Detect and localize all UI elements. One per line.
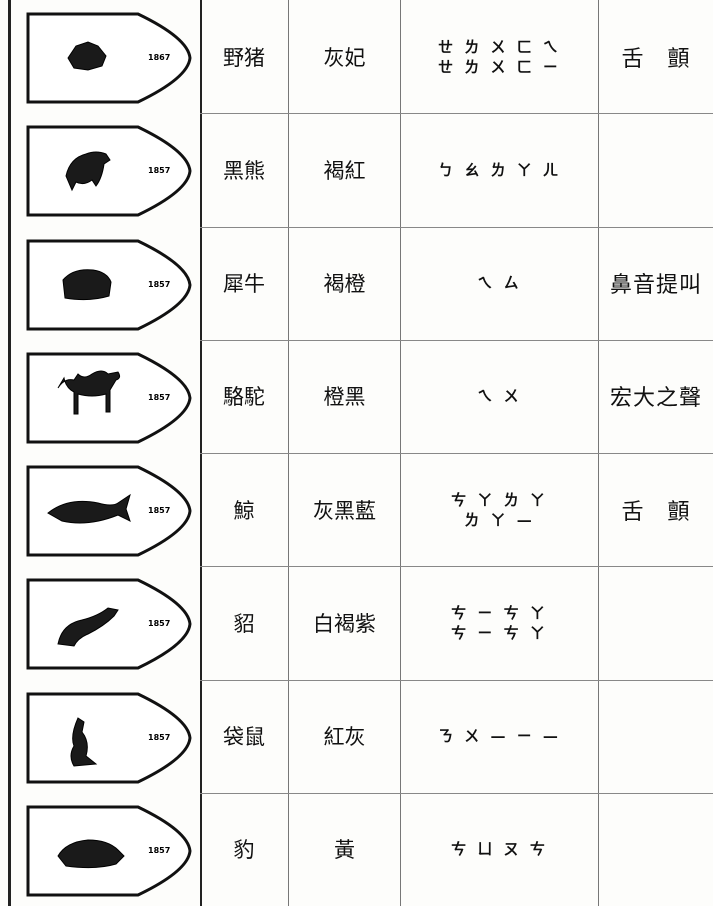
sound-note: 舌 顫 xyxy=(621,499,691,525)
left-border xyxy=(8,0,11,906)
animal-stamp: 1857 xyxy=(26,465,192,557)
animal-color: 黃 xyxy=(334,838,355,863)
animal-name: 犀牛 xyxy=(223,272,265,297)
stamp-frame xyxy=(26,578,192,670)
sound-cell: ㄘ ㄚ ㄌ ㄚㄌ ㄚ — xyxy=(401,453,598,566)
animal-silhouette xyxy=(62,268,112,300)
animal-stamp: 1857 xyxy=(26,578,192,670)
animal-name: 豹 xyxy=(233,838,255,863)
sound-line: ㄌ ㄚ — xyxy=(464,510,535,529)
animal-color: 褐紅 xyxy=(323,158,366,183)
stamp-number: 1857 xyxy=(148,280,170,289)
animal-color: 紅灰 xyxy=(323,725,366,750)
sound-cell: ㄘ ㄧ ㄘ ㄚㄘ ㄧ ㄘ ㄚ xyxy=(401,566,598,679)
animal-name: 貂 xyxy=(233,611,255,636)
animal-color: 褐橙 xyxy=(323,272,366,297)
animal-silhouette xyxy=(67,41,107,71)
animal-name: 野猪 xyxy=(223,45,265,70)
animal-stamp: 1857 xyxy=(26,352,192,444)
sound-line: ㄝ ㄌ ㄨ ㄈ ㄟ xyxy=(438,37,561,56)
sound-line: ㄟ ㄨ xyxy=(477,387,522,406)
animal-name: 駱駝 xyxy=(223,385,265,410)
sound-line: ㄘ ㄧ ㄘ ㄚ xyxy=(451,603,548,622)
sound-note: 鼻音提叫 xyxy=(609,273,702,299)
sound-line: ㄘ ㄧ ㄘ ㄚ xyxy=(451,623,548,642)
animal-stamp: 1857 xyxy=(26,805,192,897)
stamp-number: 1857 xyxy=(148,506,170,515)
row-line xyxy=(200,339,713,341)
sound-line: ㄋ ㄨ — ㄧ — xyxy=(438,727,561,746)
animal-name: 黑熊 xyxy=(223,158,265,183)
stamp-number: 1857 xyxy=(148,166,170,175)
stamp-frame xyxy=(26,12,192,104)
stamp-frame xyxy=(26,125,192,217)
sound-cell: ㄟ ㄨ xyxy=(401,340,598,453)
row-line xyxy=(200,679,713,681)
animal-silhouette xyxy=(47,493,131,524)
animal-stamp: 1867 xyxy=(26,12,192,104)
stamp-number: 1857 xyxy=(148,733,170,742)
sound-cell: ㄋ ㄨ — ㄧ — xyxy=(401,680,598,793)
sound-line: ㄘ ㄚ ㄌ ㄚ xyxy=(451,490,548,509)
row-line xyxy=(200,113,713,115)
stamp-frame xyxy=(26,692,192,783)
animal-stamp: 1857 xyxy=(26,692,192,783)
row-line xyxy=(200,453,713,454)
animal-silhouette xyxy=(57,607,119,647)
animal-silhouette xyxy=(70,716,98,767)
sound-line: ㄘ ㄩ ㄡ ㄘ xyxy=(451,840,548,859)
sound-cell: ㄘ ㄩ ㄡ ㄘ xyxy=(401,793,598,906)
animal-silhouette xyxy=(57,370,121,415)
row-line xyxy=(200,792,713,794)
animal-stamp: 1857 xyxy=(26,239,192,330)
sound-note: 舌 顫 xyxy=(621,46,691,72)
stamp-number: 1857 xyxy=(148,393,170,402)
sound-note: 宏大之聲 xyxy=(609,386,702,412)
animal-name: 袋鼠 xyxy=(223,725,265,750)
sound-line: ㄟ ㄙ xyxy=(477,274,522,293)
animal-silhouette xyxy=(65,151,111,192)
animal-color: 灰妃 xyxy=(323,45,366,70)
animal-color: 灰黑藍 xyxy=(313,498,376,523)
sound-line: ㄅ ㄠ ㄌ ㄚ ㄦ xyxy=(438,160,561,179)
sound-line: ㄝ ㄌ ㄨ ㄈ ㄧ xyxy=(438,57,561,76)
animal-color: 橙黑 xyxy=(323,385,366,410)
animal-color: 白褐紫 xyxy=(313,611,376,636)
animal-stamp: 1857 xyxy=(26,125,192,217)
row-line xyxy=(200,566,713,568)
sound-cell: ㄅ ㄠ ㄌ ㄚ ㄦ xyxy=(401,113,598,226)
animal-silhouette xyxy=(57,839,125,868)
stamp-number: 1857 xyxy=(148,619,170,628)
row-line xyxy=(200,226,713,228)
animal-name: 鯨 xyxy=(233,498,255,523)
sound-cell: ㄝ ㄌ ㄨ ㄈ ㄟㄝ ㄌ ㄨ ㄈ ㄧ xyxy=(401,0,598,113)
stamp-number: 1857 xyxy=(148,846,170,855)
stamp-number: 1867 xyxy=(148,53,170,62)
sound-cell: ㄟ ㄙ xyxy=(401,227,598,340)
